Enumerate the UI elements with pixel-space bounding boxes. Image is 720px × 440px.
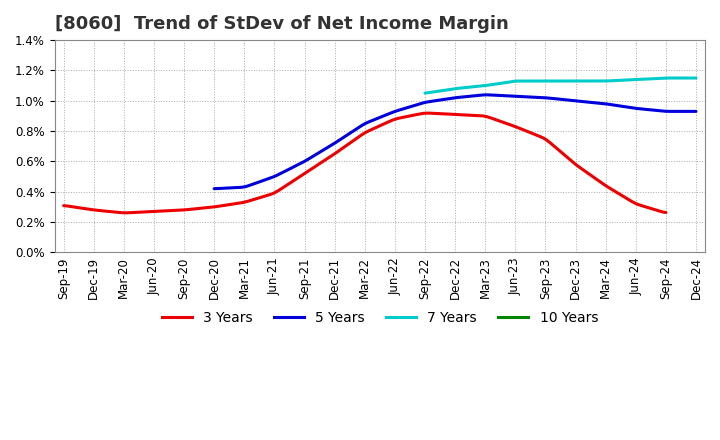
7 Years bbox=[667, 75, 676, 81]
Line: 7 Years: 7 Years bbox=[425, 78, 696, 93]
7 Years bbox=[587, 78, 595, 84]
3 Years bbox=[571, 161, 580, 167]
5 Years bbox=[482, 92, 491, 98]
3 Years bbox=[432, 111, 441, 116]
5 Years bbox=[648, 107, 657, 113]
Legend: 3 Years, 5 Years, 7 Years, 10 Years: 3 Years, 5 Years, 7 Years, 10 Years bbox=[156, 305, 603, 330]
3 Years bbox=[418, 111, 426, 116]
Line: 5 Years: 5 Years bbox=[214, 95, 696, 189]
3 Years bbox=[122, 210, 130, 216]
3 Years bbox=[59, 203, 68, 208]
5 Years bbox=[497, 93, 505, 98]
7 Years bbox=[420, 91, 429, 96]
7 Years bbox=[666, 75, 675, 81]
Line: 3 Years: 3 Years bbox=[63, 113, 666, 213]
7 Years bbox=[581, 78, 590, 84]
3 Years bbox=[420, 110, 428, 116]
3 Years bbox=[61, 203, 70, 209]
Text: [8060]  Trend of StDev of Net Income Margin: [8060] Trend of StDev of Net Income Marg… bbox=[55, 15, 508, 33]
3 Years bbox=[424, 110, 433, 116]
7 Years bbox=[692, 75, 701, 81]
5 Years bbox=[618, 103, 626, 109]
3 Years bbox=[609, 188, 618, 193]
5 Years bbox=[212, 186, 220, 191]
5 Years bbox=[692, 109, 701, 114]
3 Years bbox=[662, 210, 670, 215]
5 Years bbox=[498, 93, 507, 98]
5 Years bbox=[210, 186, 218, 191]
7 Years bbox=[421, 90, 430, 95]
7 Years bbox=[582, 78, 590, 84]
7 Years bbox=[649, 76, 657, 81]
5 Years bbox=[506, 93, 515, 99]
